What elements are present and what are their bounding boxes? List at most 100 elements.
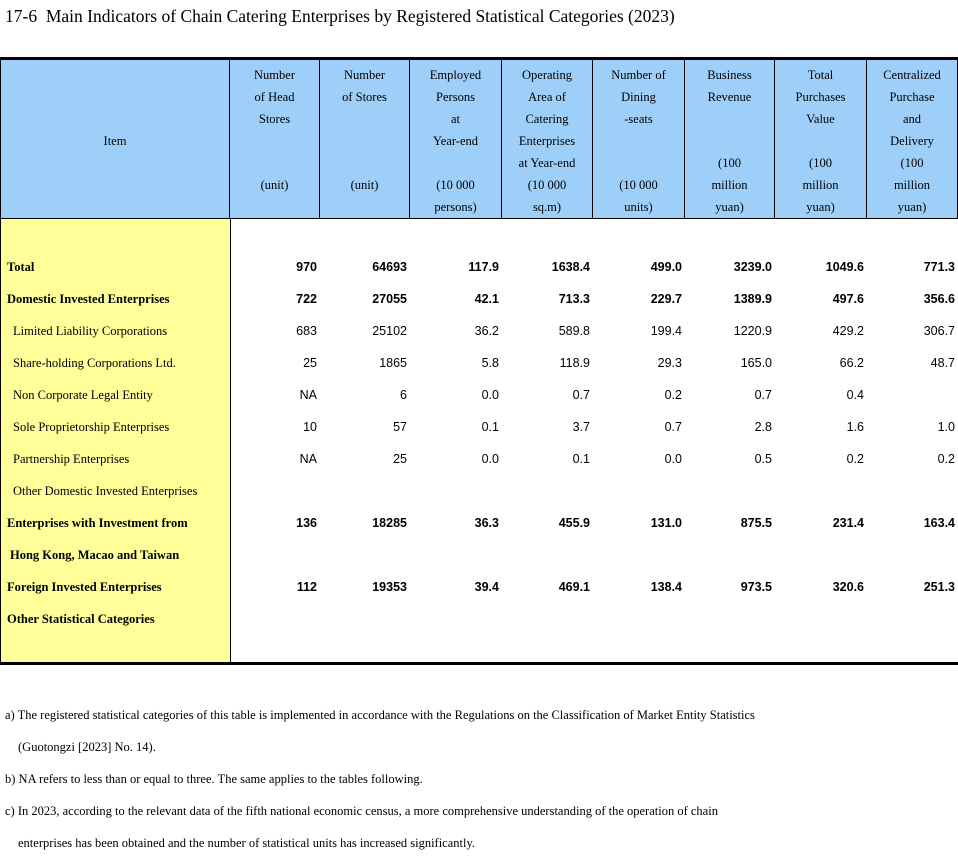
column-header-operating-area: Operating Area of Catering Enterprises at Ye… — [502, 60, 593, 218]
stat-table: Item Number of Head Stores (unit) Number of St… — [0, 57, 958, 665]
header-line: Area of — [528, 90, 566, 104]
cell-value: 0.0 — [664, 452, 682, 466]
header-line: Persons — [436, 90, 475, 104]
header-line: (unit) — [260, 178, 289, 192]
header-line: at Year-end — [518, 156, 576, 170]
cell-value — [867, 379, 958, 411]
header-line: yuan) — [897, 200, 927, 214]
table-row: Other Domestic Invested Enterprises — [1, 475, 958, 507]
cell-value — [593, 539, 685, 571]
cell-value: 973.5 — [740, 580, 772, 594]
footnote-line: a) The registered statistical categories… — [5, 708, 755, 722]
row-label: Hong Kong, Macao and Taiwan — [10, 548, 180, 562]
header-line: sq.m) — [532, 200, 562, 214]
cell-value — [320, 539, 410, 571]
cell-value — [230, 539, 320, 571]
header-line: -seats — [624, 112, 653, 126]
cell-value: 136 — [296, 516, 317, 530]
header-line — [1, 86, 229, 108]
cell-value: 499.0 — [650, 260, 682, 274]
cell-value: 1049.6 — [825, 260, 864, 274]
table-row: Other Statistical Categories — [1, 603, 958, 635]
cell-value — [775, 603, 867, 635]
table-row: Total 970 64693 117.9 1638.4 499.0 3239.0 1049.… — [1, 251, 958, 283]
table-row: Enterprises with Investment from 136 18285… — [1, 507, 958, 539]
table-header: Item Number of Head Stores (unit) Number of St… — [1, 60, 958, 219]
cell-value: 320.6 — [832, 580, 864, 594]
cell-value: 117.9 — [468, 260, 499, 274]
cell-value: 0.0 — [481, 388, 499, 402]
header-line: Number — [344, 68, 385, 82]
column-header-employed-persons: Employed Persons at Year-end (10 000 persons) — [410, 60, 502, 218]
header-line: units) — [624, 200, 653, 214]
cell-value — [867, 603, 958, 635]
header-line — [1, 174, 229, 196]
header-line — [593, 130, 684, 152]
header-line: Year-end — [433, 134, 478, 148]
header-line: million — [711, 178, 748, 192]
cell-value: 138.4 — [650, 580, 682, 594]
cell-value: 48.7 — [930, 356, 955, 370]
header-line: (10 000 — [436, 178, 475, 192]
cell-value: 0.7 — [664, 420, 682, 434]
header-line: (10 000 — [619, 178, 658, 192]
cell-value — [502, 475, 593, 507]
cell-value: 0.0 — [481, 452, 499, 466]
header-line: and — [902, 112, 922, 126]
cell-value: 36.3 — [474, 516, 499, 530]
header-line: (100 — [718, 156, 741, 170]
cell-value: 429.2 — [832, 324, 864, 338]
cell-value: 251.3 — [923, 580, 955, 594]
cell-value — [410, 603, 502, 635]
cell-value: NA — [299, 452, 317, 466]
cell-value: 469.1 — [558, 580, 590, 594]
cell-value: 199.4 — [650, 324, 682, 338]
header-line — [1, 108, 229, 130]
row-label: Non Corporate Legal Entity — [13, 388, 153, 402]
cell-value — [230, 603, 320, 635]
cell-value: 25 — [393, 452, 407, 466]
cell-value: 0.2 — [846, 452, 864, 466]
header-line: persons) — [434, 200, 477, 214]
column-header-centralized-purchase: Centralized Purchase and Delivery (100 millio… — [867, 60, 958, 218]
footnote-line: c) In 2023, according to the relevant da… — [5, 804, 718, 818]
cell-value: 2.8 — [754, 420, 772, 434]
cell-value: 1865 — [379, 356, 407, 370]
header-line — [593, 152, 684, 174]
header-line: Enterprises — [518, 134, 576, 148]
row-label: Total — [7, 260, 35, 274]
header-line: of Stores — [342, 90, 387, 104]
table-body: Total 970 64693 117.9 1638.4 499.0 3239.0 1049.… — [1, 219, 958, 662]
header-line: Purchases — [795, 90, 846, 104]
footnote-line: (Guotongzi [2023] No. 14). — [18, 740, 156, 754]
cell-value: 589.8 — [558, 324, 590, 338]
header-line: Delivery — [890, 134, 934, 148]
header-line — [1, 196, 229, 218]
cell-value: 27055 — [372, 292, 407, 306]
cell-value: 306.7 — [923, 324, 955, 338]
cell-value: 112 — [296, 580, 317, 594]
cell-value: 455.9 — [558, 516, 590, 530]
cell-value: NA — [299, 388, 317, 402]
header-line: (100 — [900, 156, 924, 170]
row-label: Partnership Enterprises — [13, 452, 130, 466]
table-row: Sole Proprietorship Enterprises 10 57 0.1 3.… — [1, 411, 958, 443]
cell-value — [685, 603, 775, 635]
header-line — [410, 152, 501, 174]
table-row: Non Corporate Legal Entity NA 6 0.0 0.7 0.2 0.… — [1, 379, 958, 411]
table-row: Domestic Invested Enterprises 722 27055 42.… — [1, 283, 958, 315]
header-line — [230, 196, 319, 218]
header-line: Business — [707, 68, 752, 82]
column-header-item: Item — [1, 60, 230, 218]
cell-value — [320, 603, 410, 635]
header-line: million — [802, 178, 839, 192]
item-column-background — [1, 219, 231, 662]
header-line: Employed — [429, 68, 482, 82]
cell-value: 118.9 — [559, 356, 590, 370]
cell-value: 231.4 — [832, 516, 864, 530]
cell-value: 42.1 — [474, 292, 499, 306]
cell-value: 6 — [400, 388, 407, 402]
row-label: Limited Liability Corporations — [13, 324, 168, 338]
row-label: Foreign Invested Enterprises — [7, 580, 162, 594]
cell-value: 131.0 — [650, 516, 682, 530]
